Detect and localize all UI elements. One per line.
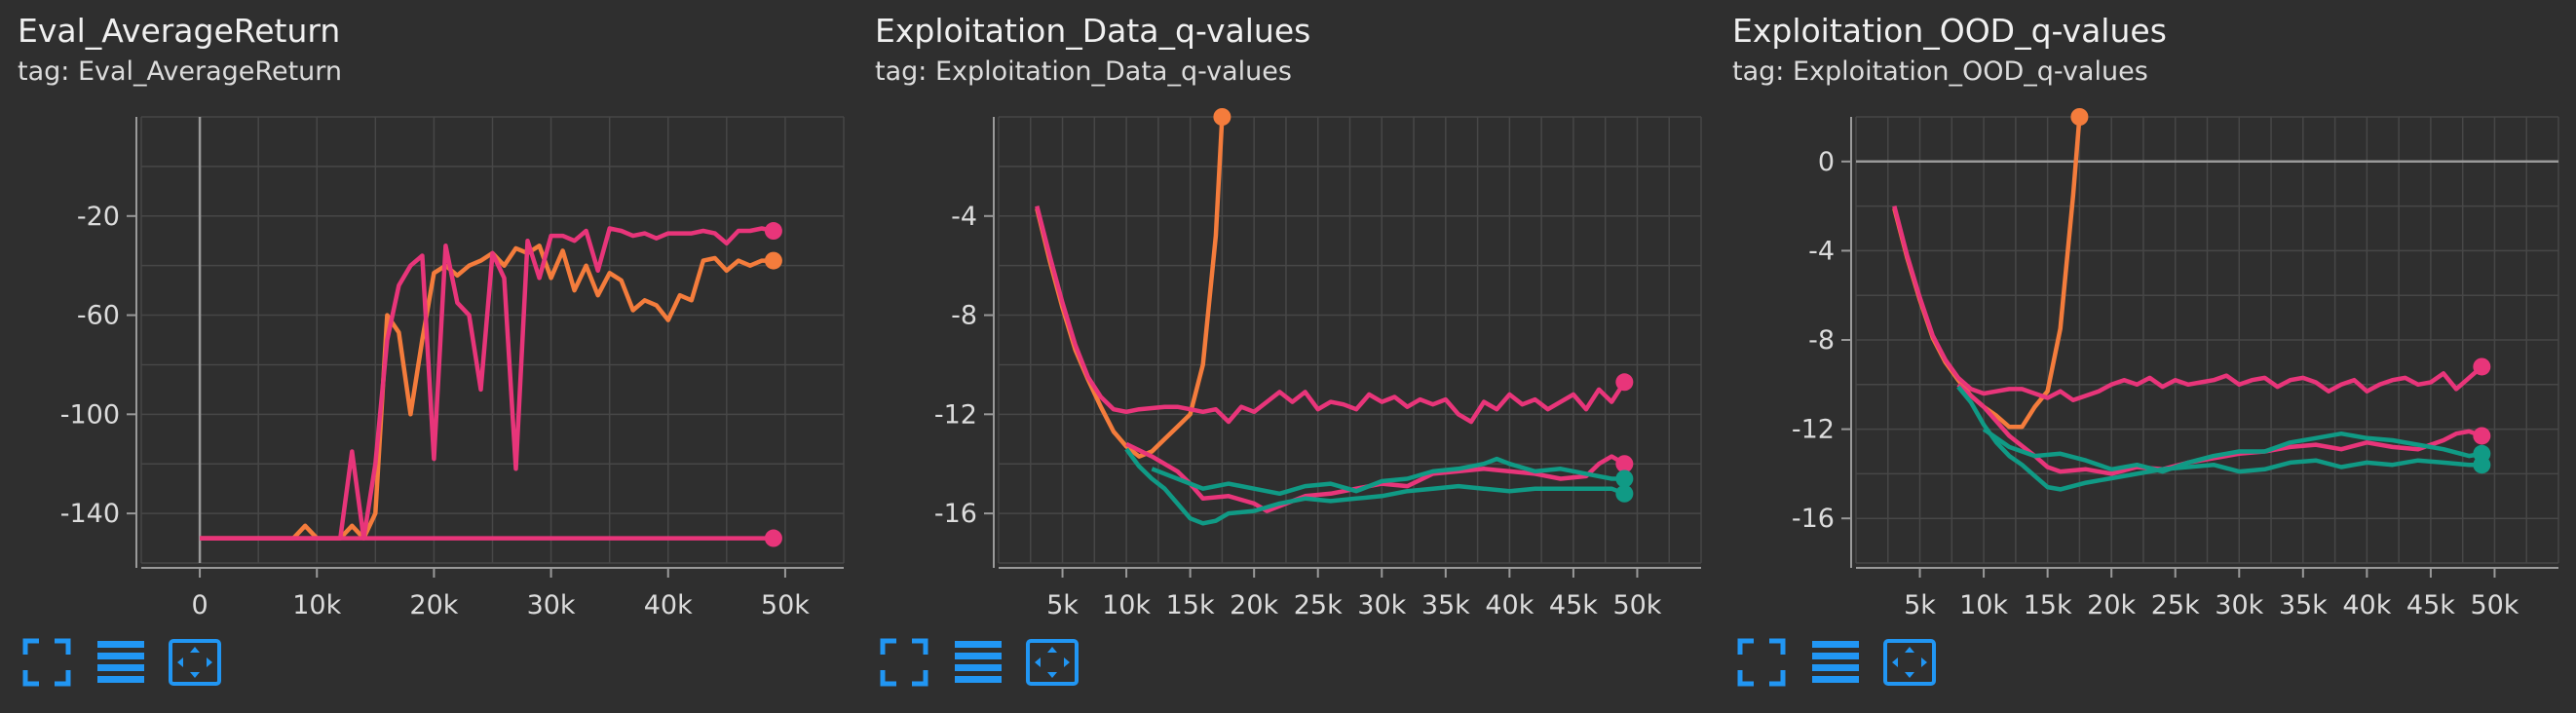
grid-lines <box>1855 116 2559 564</box>
x-tick-label: 10k <box>1959 590 2008 620</box>
y-tick-label: -12 <box>934 399 977 430</box>
line-chart[interactable]: 5k 10k 15k 20k 25k 30k 35k 40k 45k 50k -4 -8 -12 -16 <box>857 0 1705 623</box>
x-tick-label: 20k <box>2087 590 2136 620</box>
card-toolbar <box>19 635 222 690</box>
y-tick-label: -60 <box>77 301 120 331</box>
card-toolbar <box>877 635 1080 690</box>
x-tick-label: 20k <box>409 590 458 620</box>
x-tick-label: 40k <box>2342 590 2391 620</box>
toggle-log-scale-button[interactable] <box>1882 635 1937 690</box>
grid-lines <box>998 116 1702 564</box>
series-line[interactable] <box>1151 456 1625 497</box>
y-tick-label: -12 <box>1792 415 1835 445</box>
fit-domain-button[interactable] <box>877 635 931 690</box>
series-line[interactable] <box>1892 206 2483 403</box>
y-tick-label: 0 <box>1818 147 1835 177</box>
x-tick-label: 40k <box>1485 590 1534 620</box>
series-line[interactable] <box>1125 441 1626 513</box>
y-tick-label: -4 <box>951 202 977 232</box>
x-tick-label: 45k <box>2406 590 2455 620</box>
series-line[interactable] <box>1035 117 1225 459</box>
x-tick-label: 0 <box>191 590 208 620</box>
series-end-point[interactable] <box>1615 484 1634 503</box>
y-tick-label: -8 <box>951 301 977 331</box>
x-tick-label: 30k <box>2215 590 2263 620</box>
x-tick-label: 40k <box>644 590 693 620</box>
series-end-point[interactable] <box>764 529 782 547</box>
y-tick-label: -4 <box>1808 236 1835 266</box>
x-tick-label: 35k <box>1421 590 1470 620</box>
x-tick-label: 50k <box>2470 590 2519 620</box>
x-tick-label: 15k <box>2024 590 2072 620</box>
chart-card-eval-average-return: Eval_AverageReturn tag: Eval_AverageRetu… <box>0 0 848 713</box>
series-end-point[interactable] <box>2473 444 2491 463</box>
x-tick-label: 30k <box>1357 590 1406 620</box>
x-tick-label: 25k <box>1294 590 1343 620</box>
card-toolbar <box>1734 635 1937 690</box>
x-tick-label: 5k <box>1904 590 1936 620</box>
series-end-point[interactable] <box>764 222 782 241</box>
toggle-log-scale-button[interactable] <box>1025 635 1080 690</box>
fit-domain-icon <box>22 638 71 687</box>
series-end-point[interactable] <box>2473 357 2491 376</box>
y-tick-label: -100 <box>60 399 120 430</box>
series-line[interactable] <box>1956 383 2483 476</box>
chart-tag: tag: Exploitation_Data_q-values <box>875 56 1292 87</box>
x-tick-label: 50k <box>1612 590 1661 620</box>
x-tick-label: 10k <box>1102 590 1151 620</box>
series-end-point[interactable] <box>764 251 782 270</box>
series-end-point[interactable] <box>1615 455 1634 473</box>
x-tick-label: 45k <box>1549 590 1598 620</box>
y-tick-label: -140 <box>60 499 120 529</box>
fit-domain-icon <box>880 638 928 687</box>
x-tick-label: 20k <box>1230 590 1278 620</box>
line-chart[interactable]: 5k 10k 15k 20k 25k 30k 35k 40k 45k 50k 0 -4 -8 -12 -16 <box>1715 0 2562 623</box>
data-selection-icon <box>1812 641 1859 683</box>
chart-title: Exploitation_Data_q-values <box>875 12 1311 50</box>
series-end-point[interactable] <box>2070 108 2089 126</box>
toggle-log-scale-icon <box>1883 639 1936 686</box>
series-line[interactable] <box>200 226 775 541</box>
data-selection-button[interactable] <box>94 635 148 690</box>
x-tick-label: 10k <box>292 590 341 620</box>
x-tick-label: 5k <box>1046 590 1079 620</box>
x-tick-label: 25k <box>2151 590 2200 620</box>
chart-title: Eval_AverageReturn <box>18 12 341 50</box>
series-end-point[interactable] <box>1615 469 1634 488</box>
fit-domain-button[interactable] <box>1734 635 1789 690</box>
series-line[interactable] <box>200 244 774 541</box>
series-line[interactable] <box>1982 427 2482 474</box>
chart-card-exploitation-data-q-values: Exploitation_Data_q-values tag: Exploita… <box>857 0 1705 713</box>
y-tick-label: -20 <box>77 202 120 232</box>
data-selection-icon <box>955 641 1002 683</box>
chart-tag: tag: Exploitation_OOD_q-values <box>1732 56 2148 87</box>
series-line[interactable] <box>1124 447 1626 526</box>
toggle-log-scale-button[interactable] <box>168 635 222 690</box>
toggle-log-scale-icon <box>1026 639 1079 686</box>
chart-title: Exploitation_OOD_q-values <box>1732 12 2167 50</box>
y-tick-label: -16 <box>934 499 977 529</box>
series-line[interactable] <box>1035 206 1627 425</box>
x-tick-label: 30k <box>527 590 576 620</box>
fit-domain-icon <box>1737 638 1786 687</box>
data-selection-icon <box>97 641 144 683</box>
series-end-point[interactable] <box>1213 108 1231 126</box>
data-selection-button[interactable] <box>1808 635 1863 690</box>
grid-lines <box>140 116 845 564</box>
x-tick-label: 50k <box>761 590 810 620</box>
chart-tag: tag: Eval_AverageReturn <box>18 56 343 87</box>
line-chart[interactable]: 0 10k 20k 30k 40k 50k -20 -60 -100 -140 <box>0 0 848 623</box>
series-end-point[interactable] <box>1615 373 1634 392</box>
data-selection-button[interactable] <box>951 635 1005 690</box>
x-tick-label: 15k <box>1166 590 1215 620</box>
series-line[interactable] <box>1892 117 2082 430</box>
toggle-log-scale-icon <box>169 639 221 686</box>
series-end-point[interactable] <box>2473 427 2491 445</box>
fit-domain-button[interactable] <box>19 635 74 690</box>
x-tick-label: 35k <box>2279 590 2328 620</box>
y-tick-label: -8 <box>1808 325 1835 356</box>
y-tick-label: -16 <box>1792 504 1835 534</box>
chart-card-exploitation-ood-q-values: Exploitation_OOD_q-values tag: Exploitat… <box>1715 0 2562 713</box>
